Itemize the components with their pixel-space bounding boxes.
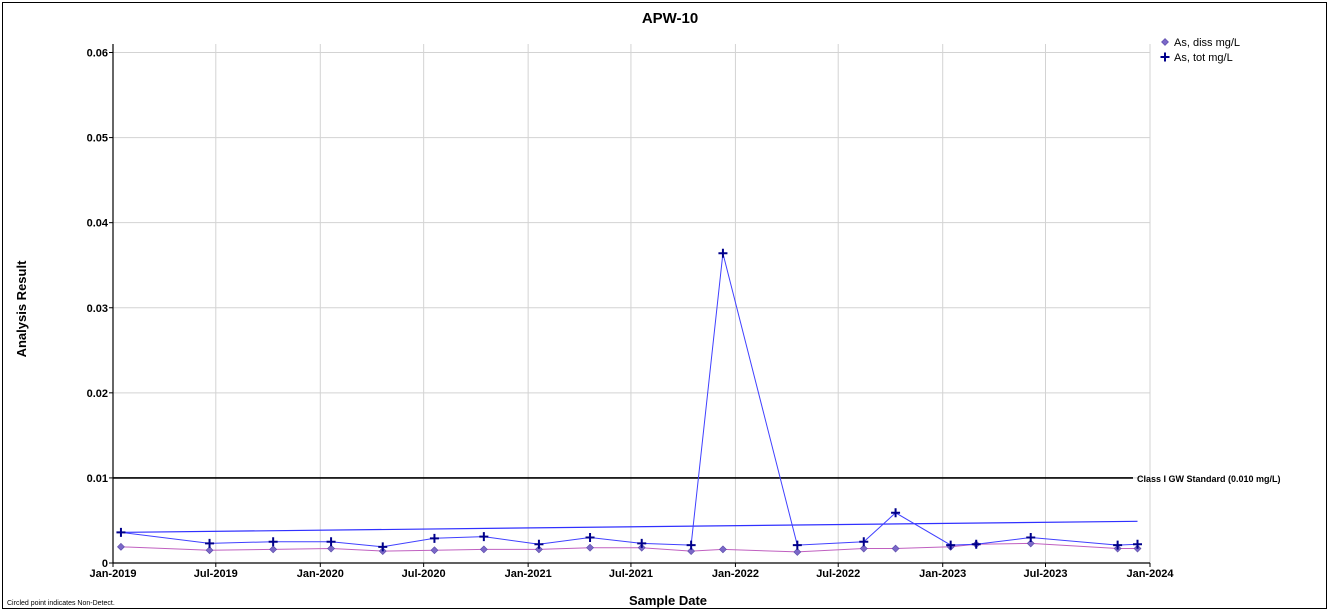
- x-tick-label: Jan-2024: [1126, 568, 1174, 580]
- point-as-tot: [1026, 532, 1036, 542]
- grid: [113, 44, 1151, 563]
- y-tick-label: 0.02: [87, 388, 108, 400]
- legend-label-as-diss: As, diss mg/L: [1174, 37, 1240, 49]
- legend: As, diss mg/L As, tot mg/L: [1160, 37, 1240, 64]
- point-as-tot: [946, 540, 956, 550]
- legend-marker-as-diss: [1161, 38, 1169, 46]
- x-tick-label: Jan-2020: [297, 568, 344, 580]
- point-as-diss: [535, 545, 543, 554]
- x-axis-title: Sample Date: [629, 593, 707, 608]
- point-as-diss: [719, 545, 727, 554]
- point-as-diss: [891, 544, 900, 553]
- trend-line-as-tot: [120, 520, 1138, 533]
- point-as-tot: [792, 540, 802, 550]
- point-as-diss: [793, 548, 802, 556]
- footnote: Circled point indicates Non-Detect.: [7, 600, 115, 607]
- point-as-diss: [205, 546, 214, 555]
- x-tick-label: Jul-2022: [816, 568, 860, 580]
- point-as-tot: [971, 539, 981, 549]
- x-tick-label: Jul-2019: [194, 568, 238, 580]
- point-as-diss: [430, 546, 439, 555]
- legend-label-as-tot: As, tot mg/L: [1174, 52, 1233, 64]
- x-tick-label: Jul-2021: [609, 568, 653, 580]
- y-tick-label: 0.03: [87, 303, 108, 315]
- x-tick-label: Jan-2022: [712, 568, 759, 580]
- y-tick-label: 0.04: [87, 218, 109, 230]
- y-tick-label: 0.01: [87, 473, 108, 485]
- point-as-tot: [378, 542, 388, 552]
- point-as-tot: [205, 538, 215, 548]
- point-as-diss: [327, 544, 336, 553]
- chart-title: APW-10: [642, 10, 698, 27]
- x-tick-label: Jul-2023: [1023, 568, 1067, 580]
- tick-labels: 0 0.01 0.02 0.03 0.04 0.05 0.06 Jan-2019 Jul-201…: [87, 48, 1175, 580]
- point-as-tot: [268, 537, 278, 547]
- point-as-tot: [1133, 539, 1143, 549]
- point-as-tot: [1113, 540, 1123, 550]
- legend-marker-as-tot: [1160, 52, 1170, 62]
- series-group: [116, 248, 1143, 556]
- point-as-diss: [859, 544, 868, 553]
- point-as-diss: [1026, 539, 1035, 548]
- point-as-tot: [116, 527, 126, 537]
- reference-line-label: Class I GW Standard (0.010 mg/L): [1137, 474, 1281, 484]
- point-as-diss: [117, 542, 125, 551]
- x-tick-label: Jul-2020: [402, 568, 446, 580]
- point-as-tot: [479, 532, 489, 542]
- point-as-tot: [637, 538, 647, 548]
- y-axis-title: Analysis Result: [14, 260, 29, 357]
- point-as-tot: [686, 540, 696, 550]
- point-as-tot: [326, 537, 336, 547]
- point-as-tot: [891, 508, 901, 518]
- point-as-tot: [718, 248, 728, 258]
- point-as-diss: [586, 543, 594, 552]
- series-line-as-tot: [120, 253, 1138, 548]
- reference-line-group: Class I GW Standard (0.010 mg/L): [113, 474, 1281, 484]
- point-as-tot: [429, 533, 439, 543]
- y-tick-label: 0: [102, 558, 108, 570]
- point-as-tot: [585, 532, 595, 542]
- y-tick-label: 0.05: [87, 133, 108, 145]
- point-as-diss: [269, 545, 278, 554]
- point-as-diss: [687, 547, 696, 556]
- x-tick-label: Jan-2023: [919, 568, 966, 580]
- x-tick-label: Jan-2019: [89, 568, 136, 580]
- point-as-tot: [859, 537, 869, 547]
- point-as-tot: [534, 539, 544, 549]
- point-as-diss: [479, 545, 488, 554]
- x-tick-label: Jan-2021: [505, 568, 552, 580]
- y-tick-label: 0.06: [87, 48, 108, 60]
